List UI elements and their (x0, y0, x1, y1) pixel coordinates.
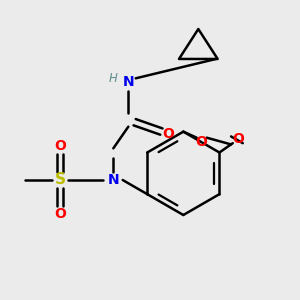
Text: H: H (109, 73, 118, 85)
Text: N: N (107, 173, 119, 187)
Text: S: S (55, 172, 65, 188)
Text: O: O (232, 132, 244, 146)
Text: O: O (196, 135, 208, 149)
Text: O: O (54, 207, 66, 221)
Text: O: O (54, 139, 66, 153)
Text: O: O (162, 127, 174, 141)
Text: N: N (122, 75, 134, 89)
